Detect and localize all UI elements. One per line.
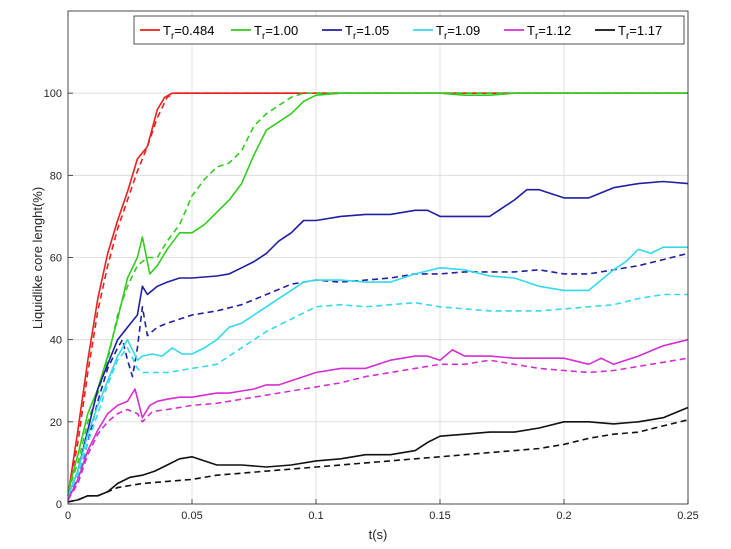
series-lines bbox=[67, 92, 689, 503]
x-tick-label: 0.15 bbox=[429, 510, 450, 522]
legend-label: Tr=1.12 bbox=[527, 23, 571, 42]
series-line-11-dashed bbox=[67, 419, 689, 503]
y-tick-label: 40 bbox=[50, 335, 62, 347]
y-axis-title: Liquidlike core lenght(%) bbox=[30, 187, 45, 329]
y-tick-label: 0 bbox=[56, 499, 62, 511]
x-tick-label: 0.05 bbox=[181, 510, 202, 522]
legend-label: Tr=1.09 bbox=[436, 23, 480, 42]
series-line-2-solid bbox=[67, 92, 688, 492]
legend-label: Tr=1.00 bbox=[254, 23, 298, 42]
legend: Tr=0.484 Tr=1.00 Tr=1.05 Tr=1.09 Tr=1.12 Tr=1… bbox=[133, 15, 685, 45]
series-line-9-dashed bbox=[67, 357, 689, 501]
x-tick-label: 0.1 bbox=[308, 510, 323, 522]
x-tick-label: 0.2 bbox=[556, 510, 571, 522]
series-line-6-solid bbox=[67, 246, 688, 497]
legend-label: Tr=1.17 bbox=[618, 23, 662, 42]
y-tick-label: 80 bbox=[50, 170, 62, 182]
y-tick-label: 20 bbox=[50, 417, 62, 429]
series-line-5-dashed bbox=[67, 252, 689, 497]
series-line-8-solid bbox=[67, 338, 689, 501]
series-line-3-dashed bbox=[67, 92, 688, 492]
y-axis-ticks: 0 20 40 60 80 100 bbox=[44, 88, 73, 511]
legend-label: Tr=0.484 bbox=[163, 23, 214, 42]
series-line-10-solid bbox=[67, 406, 689, 503]
y-tick-label: 100 bbox=[44, 88, 62, 100]
series-line-4-solid bbox=[67, 180, 689, 497]
x-tick-label: 0.25 bbox=[677, 510, 698, 522]
y-tick-label: 60 bbox=[50, 253, 62, 265]
legend-box bbox=[133, 15, 685, 45]
x-axis-title: t(s) bbox=[369, 527, 388, 542]
x-tick-label: 0 bbox=[65, 510, 71, 522]
legend-label: Tr=1.05 bbox=[345, 23, 389, 42]
x-axis-ticks: 0 0.05 0.1 0.15 0.2 0.25 bbox=[65, 499, 699, 522]
